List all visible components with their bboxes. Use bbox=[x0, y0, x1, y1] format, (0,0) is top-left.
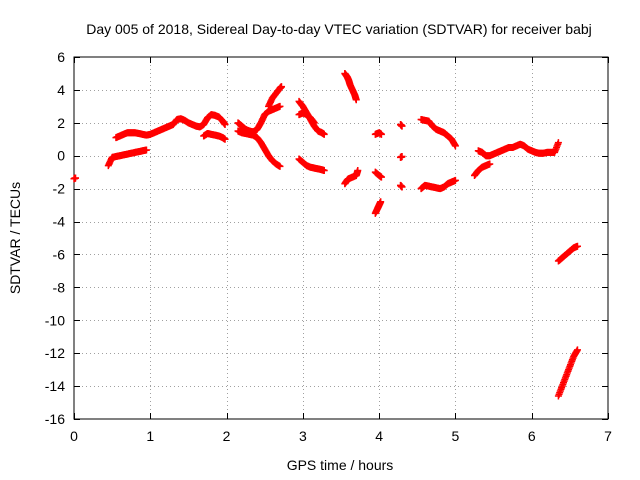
y-tick-label: 6 bbox=[57, 49, 65, 65]
data-point bbox=[554, 139, 562, 147]
ticks: 0 1 2 3 4 5 6 7 -16 -14 -12 -10 -8 -6 -4 -2 0 2 4 6 bbox=[45, 49, 612, 444]
data-point bbox=[354, 167, 362, 175]
y-tick-label: 0 bbox=[57, 148, 65, 164]
data-point bbox=[398, 153, 406, 161]
data-point bbox=[573, 346, 581, 354]
y-tick-label: -12 bbox=[45, 345, 65, 361]
data-point bbox=[142, 146, 150, 154]
data-point bbox=[451, 142, 459, 150]
data-point bbox=[221, 120, 229, 128]
y-tick-label: 2 bbox=[57, 115, 65, 131]
x-tick-label: 0 bbox=[70, 428, 78, 444]
data-point bbox=[451, 176, 459, 184]
data-point bbox=[72, 174, 80, 182]
data-point bbox=[320, 130, 328, 138]
x-tick-label: 4 bbox=[375, 428, 383, 444]
data-point bbox=[320, 167, 328, 175]
data-point bbox=[573, 242, 581, 250]
y-tick-label: -2 bbox=[53, 181, 66, 197]
data-point bbox=[398, 183, 406, 191]
data-point bbox=[276, 162, 284, 170]
data-point bbox=[221, 135, 229, 143]
data-point bbox=[276, 102, 284, 110]
x-tick-label: 1 bbox=[146, 428, 154, 444]
data-points bbox=[70, 69, 581, 400]
y-axis-label: SDTVAR / TECUs bbox=[7, 182, 23, 294]
data-point bbox=[352, 96, 360, 104]
x-tick-label: 7 bbox=[604, 428, 612, 444]
y-tick-label: -16 bbox=[45, 411, 65, 427]
y-tick-label: -10 bbox=[45, 312, 65, 328]
y-tick-label: 4 bbox=[57, 82, 65, 98]
y-tick-label: -14 bbox=[45, 378, 65, 394]
x-tick-label: 6 bbox=[528, 428, 536, 444]
plot-frame bbox=[73, 56, 609, 420]
y-tick-label: -6 bbox=[53, 246, 66, 262]
grid bbox=[74, 57, 608, 419]
data-point bbox=[398, 122, 406, 130]
data-point bbox=[377, 173, 385, 181]
x-axis-label: GPS time / hours bbox=[287, 457, 394, 473]
data-point bbox=[377, 130, 385, 138]
data-point bbox=[277, 83, 285, 91]
x-tick-label: 2 bbox=[223, 428, 231, 444]
data-point bbox=[486, 160, 494, 168]
y-tick-label: -4 bbox=[53, 214, 66, 230]
x-tick-label: 3 bbox=[299, 428, 307, 444]
y-tick-label: -8 bbox=[53, 279, 66, 295]
x-tick-label: 5 bbox=[452, 428, 460, 444]
data-point bbox=[377, 198, 385, 206]
chart-title: Day 005 of 2018, Sidereal Day-to-day VTE… bbox=[86, 21, 592, 37]
data-point bbox=[310, 119, 318, 127]
